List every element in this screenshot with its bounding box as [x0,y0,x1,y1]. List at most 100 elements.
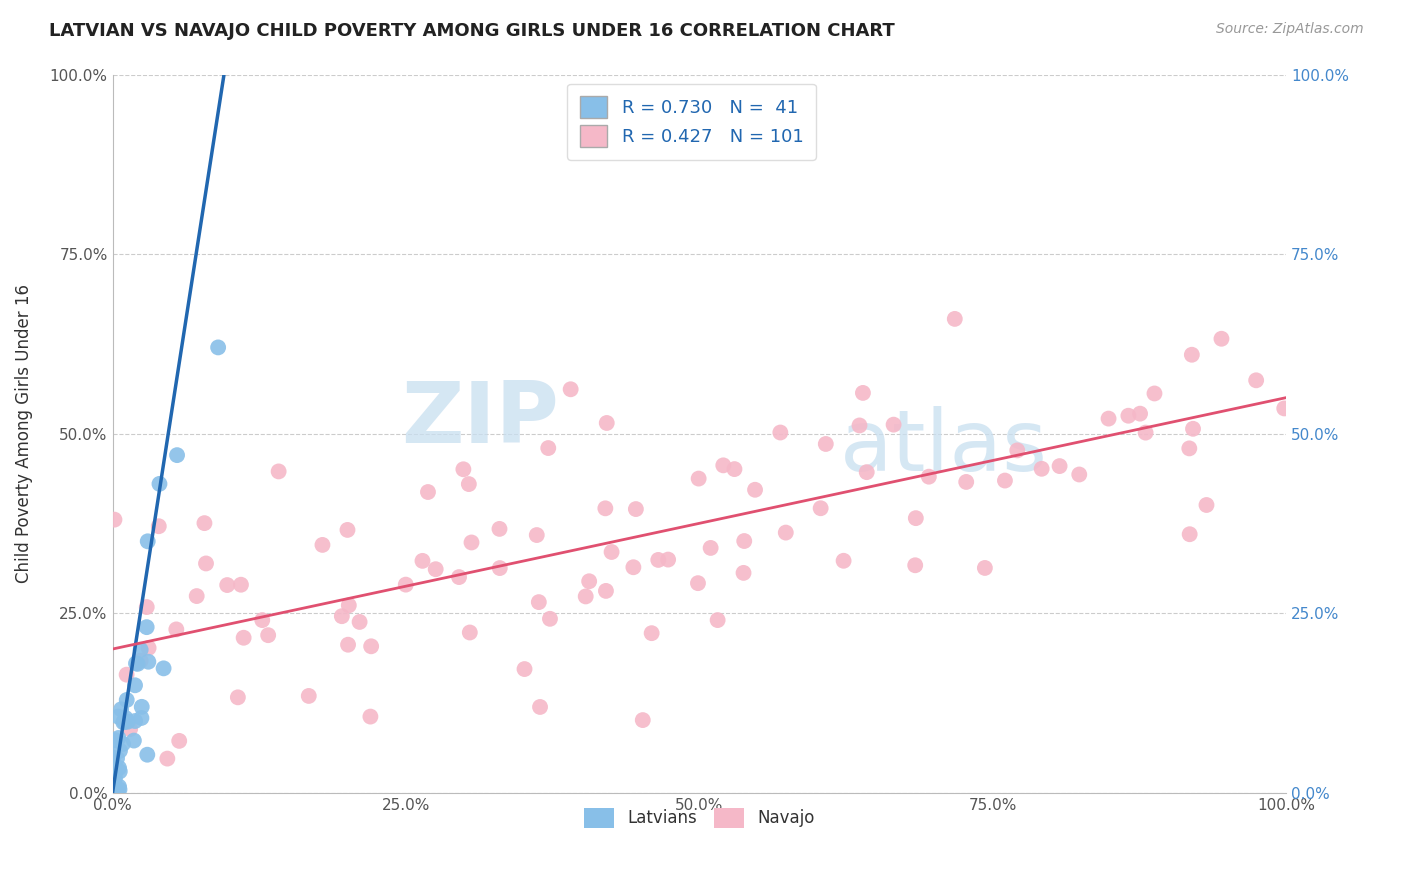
Point [127,657,149,671]
Point [226,690,249,705]
Point [1181,348,1204,362]
Point [453,462,475,476]
Point [107,709,129,723]
Point [257,628,280,642]
Point [595,583,617,598]
Point [136,534,159,549]
Point [124,714,146,728]
Point [488,561,510,575]
Point [596,416,619,430]
Point [337,638,360,652]
Point [166,448,188,462]
Point [125,657,148,671]
Point [330,609,353,624]
Point [943,312,966,326]
Point [252,613,274,627]
Point [832,554,855,568]
Point [103,750,125,764]
Point [167,734,190,748]
Point [138,655,160,669]
Point [104,766,127,780]
Point [1244,373,1267,387]
Point [112,715,135,730]
Point [108,744,131,758]
Point [1272,401,1295,416]
Point [207,340,229,354]
Point [600,545,623,559]
Point [537,441,560,455]
Point [723,462,745,476]
Point [232,631,254,645]
Point [1031,462,1053,476]
Point [104,772,127,786]
Point [994,474,1017,488]
Point [706,613,728,627]
Point [110,702,132,716]
Point [108,780,131,794]
Point [115,667,138,681]
Point [217,578,239,592]
Point [135,620,157,634]
Point [848,418,870,433]
Point [458,625,481,640]
Point [136,747,159,762]
Point [904,511,927,525]
Point [107,786,129,800]
Point [111,737,134,751]
Point [107,731,129,745]
Point [425,562,447,576]
Point [104,733,127,747]
Point [631,713,654,727]
Point [686,576,709,591]
Point [575,590,598,604]
Point [1118,409,1140,423]
Point [395,577,418,591]
Point [103,786,125,800]
Point [124,678,146,692]
Point [120,722,142,736]
Point [186,589,208,603]
Point [1211,332,1233,346]
Point [416,485,439,500]
Y-axis label: Child Poverty Among Girls Under 16: Child Poverty Among Girls Under 16 [15,284,32,583]
Point [103,786,125,800]
Point [918,469,941,483]
Point [810,501,832,516]
Text: Source: ZipAtlas.com: Source: ZipAtlas.com [1216,22,1364,37]
Point [114,711,136,725]
Point [1049,459,1071,474]
Point [883,417,905,432]
Point [657,552,679,566]
Point [640,626,662,640]
Point [104,786,127,800]
Point [360,640,382,654]
Point [852,385,875,400]
Point [688,472,710,486]
Point [647,553,669,567]
Point [1195,498,1218,512]
Point [527,595,550,609]
Point [1007,443,1029,458]
Point [117,714,139,729]
Point [1069,467,1091,482]
Point [447,570,470,584]
Point [538,612,561,626]
Point [115,693,138,707]
Point [1135,425,1157,440]
Point [108,761,131,775]
Point [769,425,792,440]
Point [148,519,170,533]
Point [595,501,617,516]
Point [108,782,131,797]
Point [699,541,721,555]
Point [359,709,381,723]
Point [336,523,359,537]
Point [711,458,734,473]
Text: atlas: atlas [839,407,1047,490]
Point [529,700,551,714]
Point [733,566,755,580]
Point [904,558,927,573]
Point [193,516,215,530]
Point [337,599,360,613]
Point [488,522,510,536]
